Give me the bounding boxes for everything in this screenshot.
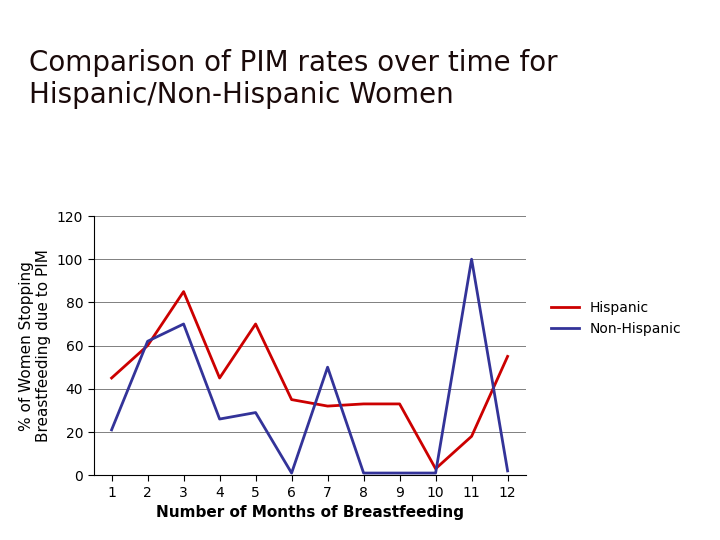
X-axis label: Number of Months of Breastfeeding: Number of Months of Breastfeeding [156, 505, 464, 520]
Text: Comparison of PIM rates over time for
Hispanic/Non-Hispanic Women: Comparison of PIM rates over time for Hi… [29, 49, 557, 109]
Legend: Hispanic, Non-Hispanic: Hispanic, Non-Hispanic [546, 295, 687, 342]
Y-axis label: % of Women Stopping
Breastfeeding due to PIM: % of Women Stopping Breastfeeding due to… [19, 249, 51, 442]
